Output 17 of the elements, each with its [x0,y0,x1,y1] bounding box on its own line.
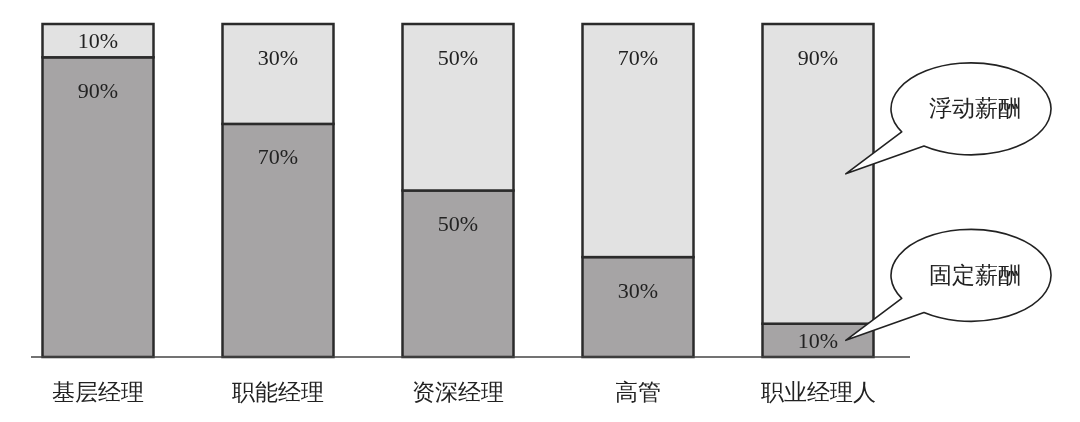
data-label: 10% [797,327,839,353]
x-tick-label: 资深经理 [412,379,504,405]
data-label: 30% [257,44,299,70]
data-label: 90% [77,77,119,103]
series-name: 浮动薪酬 [929,96,1021,122]
x-tick-label: 高管 [615,379,661,405]
x-tick-label: 职能经理 [232,379,324,405]
x-tick-label: 基层经理 [52,379,144,405]
data-label: 50% [437,44,479,70]
x-tick-label: 职业经理人 [760,379,876,405]
data-label: 70% [617,44,659,70]
series-name: 固定薪酬 [929,262,1021,288]
data-label: 10% [77,28,119,54]
data-label: 90% [797,44,839,70]
data-label: 50% [437,211,479,236]
data-label: 30% [617,277,659,303]
data-label: 70% [257,144,299,170]
